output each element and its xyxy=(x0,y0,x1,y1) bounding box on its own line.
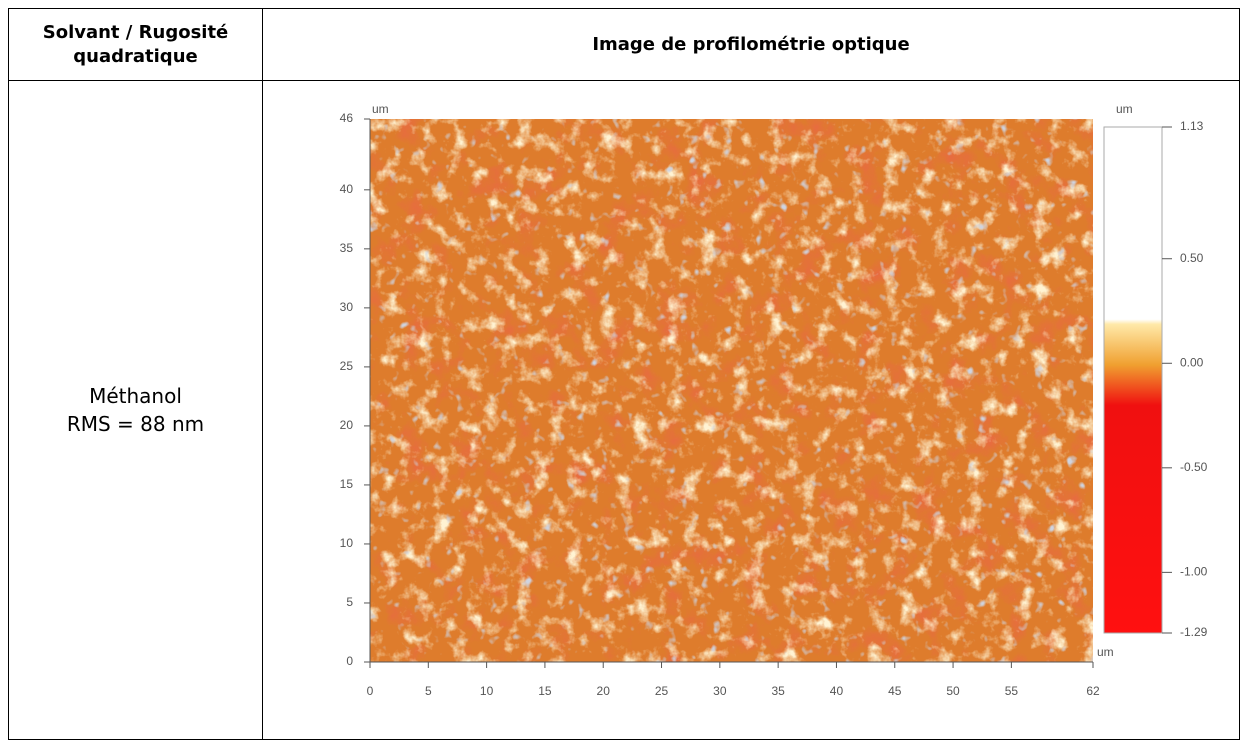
x-tick-label: 30 xyxy=(713,684,727,698)
y-tick-label: 30 xyxy=(340,300,354,314)
x-tick-label: 45 xyxy=(888,684,902,698)
label-cell: Méthanol RMS = 88 nm xyxy=(8,80,263,740)
y-tick-label: 15 xyxy=(340,477,354,491)
rms: RMS = 88 nm xyxy=(66,412,205,436)
x-tick-label: 50 xyxy=(946,684,960,698)
colorbar xyxy=(1103,126,1163,634)
height-map xyxy=(370,119,1093,662)
colorbar-tick-label: -0.50 xyxy=(1180,460,1208,474)
y-tick-label: 35 xyxy=(340,241,354,255)
y-tick-label: 25 xyxy=(340,359,354,373)
y-tick-label: 10 xyxy=(340,536,354,550)
x-tick-label: 40 xyxy=(830,684,844,698)
colorbar-tick-label: -1.29 xyxy=(1180,625,1208,639)
colorbar-tick-label: 0.50 xyxy=(1180,251,1204,265)
y-tick-label: 46 xyxy=(340,111,354,125)
colorbar-tick-label: -1.00 xyxy=(1180,565,1208,579)
x-tick-label: 55 xyxy=(1005,684,1019,698)
x-tick-label: 25 xyxy=(655,684,669,698)
x-tick-label: 62 xyxy=(1086,684,1100,698)
colorbar-tick-label: 1.13 xyxy=(1180,119,1204,133)
document: Solvant / Rugosité quadratique Image de … xyxy=(8,8,1240,740)
x-tick-label: 10 xyxy=(480,684,494,698)
y-tick-label: 5 xyxy=(346,595,353,609)
y-tick-label: 40 xyxy=(340,182,354,196)
z-unit: um xyxy=(1116,102,1133,116)
x-tick-label: 5 xyxy=(425,684,432,698)
x-tick-label: 15 xyxy=(538,684,552,698)
x-tick-label: 35 xyxy=(771,684,785,698)
y-tick-label: 0 xyxy=(346,654,353,668)
colorbar-tick-label: 0.00 xyxy=(1180,355,1204,369)
y-tick-label: 20 xyxy=(340,418,354,432)
y-unit: um xyxy=(372,102,389,116)
x-tick-label: 20 xyxy=(597,684,611,698)
profilometry-image: 0 5 10 15 20 25 30 35 40 45 50 55 62 0 5 10 15 20 25 30 35 40… xyxy=(340,102,1208,698)
x-unit: um xyxy=(1097,645,1114,659)
x-tick-label: 0 xyxy=(367,684,374,698)
solvent: Méthanol xyxy=(89,384,182,408)
